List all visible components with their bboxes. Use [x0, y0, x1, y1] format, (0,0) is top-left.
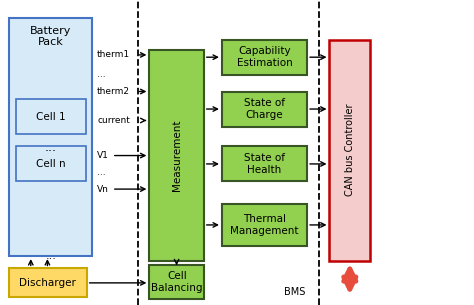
- FancyBboxPatch shape: [222, 204, 307, 246]
- FancyBboxPatch shape: [149, 50, 204, 261]
- FancyBboxPatch shape: [9, 268, 87, 297]
- Text: BMS: BMS: [284, 287, 306, 297]
- FancyBboxPatch shape: [329, 40, 370, 261]
- FancyBboxPatch shape: [16, 146, 86, 181]
- Text: ...: ...: [97, 168, 106, 177]
- Text: therm1: therm1: [97, 50, 130, 59]
- FancyBboxPatch shape: [16, 99, 86, 134]
- Text: ...: ...: [97, 70, 106, 79]
- Text: Vn: Vn: [97, 185, 109, 194]
- Text: State of
Health: State of Health: [244, 153, 285, 174]
- FancyBboxPatch shape: [222, 92, 307, 127]
- Text: Measurement: Measurement: [172, 120, 182, 191]
- Text: V1: V1: [97, 151, 109, 160]
- Text: ...: ...: [45, 142, 57, 154]
- Text: Capability
Estimation: Capability Estimation: [237, 46, 292, 68]
- FancyBboxPatch shape: [222, 146, 307, 181]
- Text: Battery
Pack: Battery Pack: [30, 26, 72, 47]
- FancyBboxPatch shape: [222, 40, 307, 75]
- FancyBboxPatch shape: [9, 18, 92, 256]
- Text: ...: ...: [46, 251, 56, 261]
- Text: therm2: therm2: [97, 87, 130, 96]
- Text: current: current: [97, 116, 130, 125]
- Text: Cell
Balancing: Cell Balancing: [151, 271, 202, 293]
- FancyBboxPatch shape: [149, 265, 204, 299]
- Text: Thermal
Management: Thermal Management: [230, 214, 299, 235]
- Text: Discharger: Discharger: [19, 278, 76, 288]
- Text: CAN bus Controller: CAN bus Controller: [345, 103, 355, 196]
- Text: Cell n: Cell n: [36, 159, 65, 169]
- Text: Cell 1: Cell 1: [36, 112, 65, 121]
- Text: State of
Charge: State of Charge: [244, 98, 285, 120]
